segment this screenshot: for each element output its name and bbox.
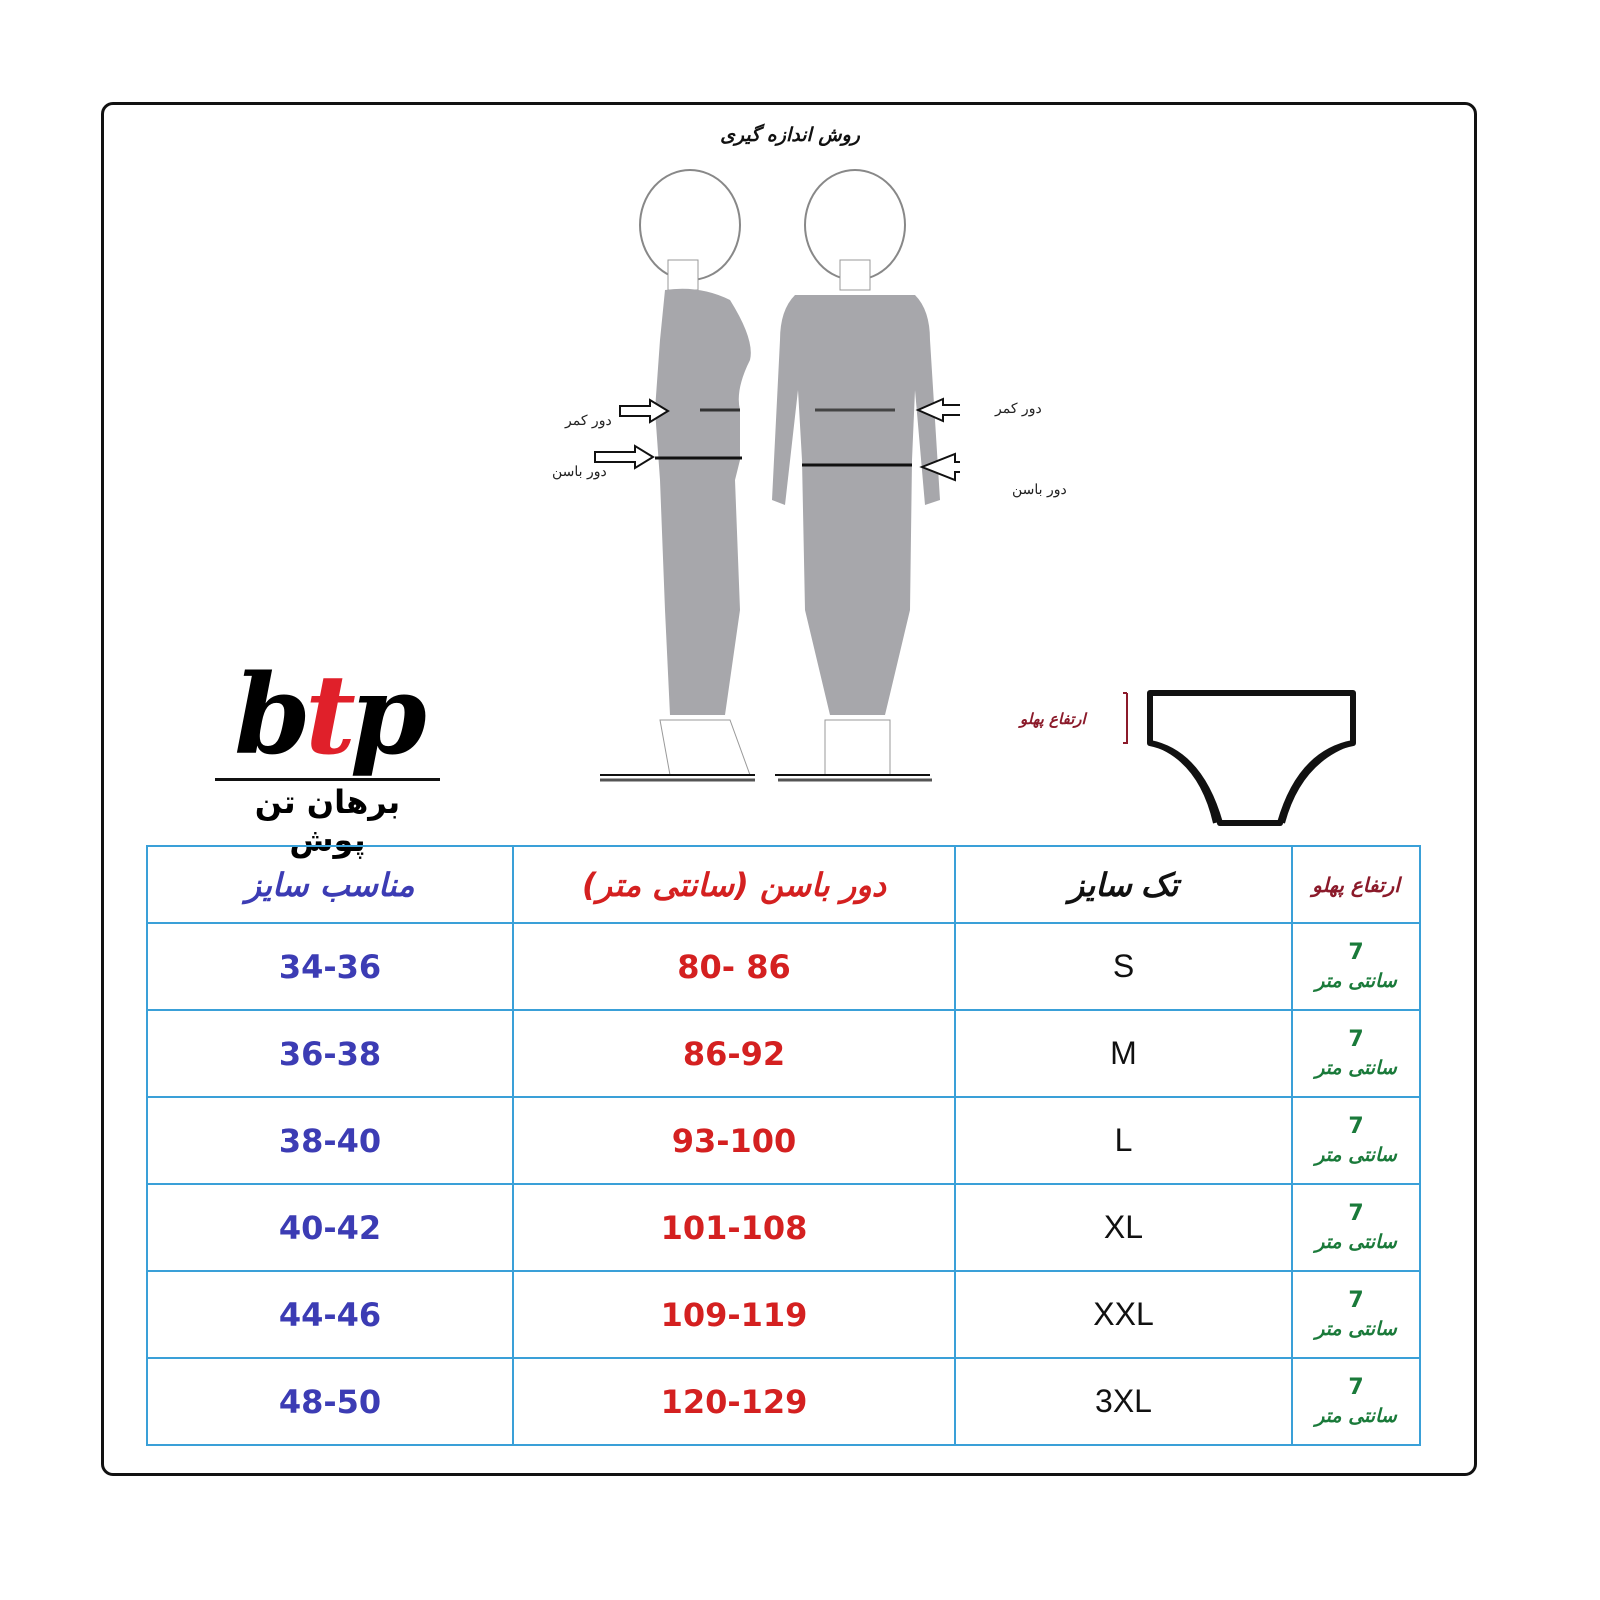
- side-height-value: 7: [1348, 1287, 1364, 1313]
- table-row: 48-50 120-129 3XL 7 سانتی متر: [146, 1357, 1421, 1446]
- side-height-value: 7: [1348, 1374, 1364, 1400]
- size-cell: M: [954, 1009, 1293, 1098]
- side-hip-label: دور باسن: [552, 464, 607, 480]
- logo-mark: btp: [234, 650, 427, 779]
- header-hip: دور باسن (سانتی متر): [512, 845, 956, 924]
- size-cell: S: [954, 922, 1293, 1011]
- hip-cell: 120-129: [512, 1357, 956, 1446]
- side-height-unit: سانتی متر: [1315, 1143, 1397, 1166]
- side-height-value: 7: [1348, 1200, 1364, 1226]
- chart-frame: [101, 102, 1477, 1476]
- table-row: 40-42 101-108 XL 7 سانتی متر: [146, 1183, 1421, 1272]
- hip-cell: 109-119: [512, 1270, 956, 1359]
- size-cell: L: [954, 1096, 1293, 1185]
- hip-cell: 93-100: [512, 1096, 956, 1185]
- size-cell: XL: [954, 1183, 1293, 1272]
- fit-size-cell: 34-36: [146, 922, 514, 1011]
- side-figure: [639, 169, 751, 776]
- side-waist-label: دور کمر: [565, 413, 612, 429]
- table-row: 36-38 86-92 M 7 سانتی متر: [146, 1009, 1421, 1098]
- front-hip-label: دور باسن: [1012, 482, 1067, 498]
- header-side-height: ارتفاع پهلو: [1291, 845, 1421, 924]
- side-height-unit: سانتی متر: [1315, 1317, 1397, 1340]
- header-fit-size: مناسب سایز: [146, 845, 514, 924]
- hip-cell: 80- 86: [512, 922, 956, 1011]
- side-height-unit: سانتی متر: [1315, 1404, 1397, 1427]
- side-height-unit: سانتی متر: [1315, 1230, 1397, 1253]
- arrow-icons: [594, 397, 960, 776]
- hip-cell: 101-108: [512, 1183, 956, 1272]
- side-height-value: 7: [1348, 939, 1364, 965]
- front-figure: [772, 169, 940, 776]
- measurement-title: روش اندازه گیری: [720, 124, 860, 146]
- side-height-value: 7: [1348, 1113, 1364, 1139]
- side-height-label: ارتفاع پهلو: [1020, 710, 1086, 728]
- side-height-cell: 7 سانتی متر: [1291, 1357, 1421, 1446]
- side-height-cell: 7 سانتی متر: [1291, 1009, 1421, 1098]
- size-cell: 3XL: [954, 1357, 1293, 1446]
- side-height-cell: 7 سانتی متر: [1291, 1096, 1421, 1185]
- table-row: 34-36 80- 86 S 7 سانتی متر: [146, 922, 1421, 1011]
- hip-cell: 86-92: [512, 1009, 956, 1098]
- measurement-figures: [594, 169, 960, 782]
- side-height-cell: 7 سانتی متر: [1291, 922, 1421, 1011]
- side-height-cell: 7 سانتی متر: [1291, 1183, 1421, 1272]
- side-height-unit: سانتی متر: [1315, 1056, 1397, 1079]
- side-height-cell: 7 سانتی متر: [1291, 1270, 1421, 1359]
- logo-divider: [215, 778, 440, 781]
- front-waist-label: دور کمر: [995, 401, 1042, 417]
- brand-logo: btp برهان تن پوش: [215, 660, 440, 859]
- side-height-value: 7: [1348, 1026, 1364, 1052]
- side-height-unit: سانتی متر: [1315, 969, 1397, 992]
- fit-size-cell: 48-50: [146, 1357, 514, 1446]
- table-header-row: مناسب سایز دور باسن (سانتی متر) تک سایز …: [146, 845, 1421, 924]
- size-table: مناسب سایز دور باسن (سانتی متر) تک سایز …: [146, 845, 1421, 1446]
- table-row: 44-46 109-119 XXL 7 سانتی متر: [146, 1270, 1421, 1359]
- table-row: 38-40 93-100 L 7 سانتی متر: [146, 1096, 1421, 1185]
- fit-size-cell: 44-46: [146, 1270, 514, 1359]
- header-size: تک سایز: [954, 845, 1293, 924]
- fit-size-cell: 40-42: [146, 1183, 514, 1272]
- fit-size-cell: 38-40: [146, 1096, 514, 1185]
- fit-size-cell: 36-38: [146, 1009, 514, 1098]
- panty-diagram-icon: [1123, 690, 1356, 826]
- size-cell: XXL: [954, 1270, 1293, 1359]
